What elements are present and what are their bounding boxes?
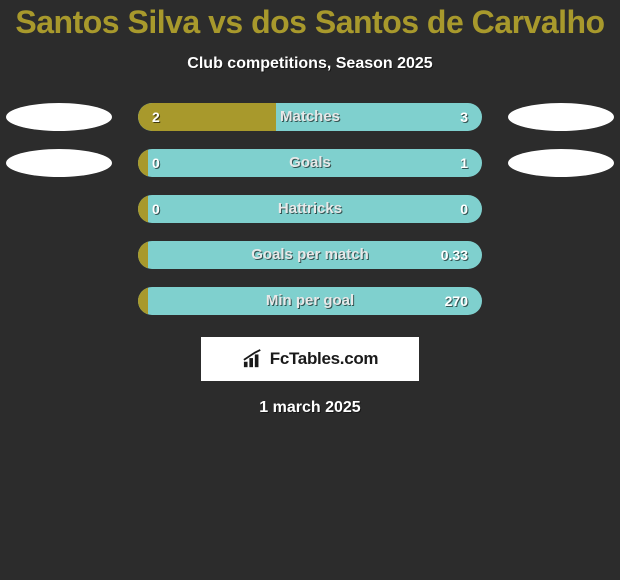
date-label: 1 march 2025 [0, 399, 620, 417]
stat-row: Min per goal 270 [0, 287, 620, 315]
stat-label: Goals [138, 149, 482, 177]
stat-label: Hattricks [138, 195, 482, 223]
stat-bar: Min per goal 270 [138, 287, 482, 315]
stat-bar: Goals per match 0.33 [138, 241, 482, 269]
stat-label: Goals per match [138, 241, 482, 269]
stat-right-value: 1 [460, 149, 468, 177]
stat-right-value: 270 [445, 287, 468, 315]
player-oval-left [6, 149, 112, 177]
stat-right-value: 0.33 [441, 241, 468, 269]
stat-bar: 2 Matches 3 [138, 103, 482, 131]
brand-label: FcTables.com [270, 349, 379, 369]
chart-icon [242, 349, 264, 369]
subtitle: Club competitions, Season 2025 [0, 55, 620, 73]
page-title: Santos Silva vs dos Santos de Carvalho [0, 4, 620, 41]
stat-label: Matches [138, 103, 482, 131]
player-oval-right [508, 103, 614, 131]
player-oval-right [508, 149, 614, 177]
stat-label: Min per goal [138, 287, 482, 315]
stat-right-value: 3 [460, 103, 468, 131]
stat-rows: 2 Matches 3 0 Goals 1 0 Hattricks 0 [0, 103, 620, 315]
stat-row: Goals per match 0.33 [0, 241, 620, 269]
comparison-infographic: Santos Silva vs dos Santos de Carvalho C… [0, 0, 620, 580]
stat-row: 0 Goals 1 [0, 149, 620, 177]
player-oval-left [6, 103, 112, 131]
stat-row: 0 Hattricks 0 [0, 195, 620, 223]
stat-bar: 0 Hattricks 0 [138, 195, 482, 223]
stat-bar: 0 Goals 1 [138, 149, 482, 177]
stat-row: 2 Matches 3 [0, 103, 620, 131]
stat-right-value: 0 [460, 195, 468, 223]
brand-box: FcTables.com [201, 337, 419, 381]
